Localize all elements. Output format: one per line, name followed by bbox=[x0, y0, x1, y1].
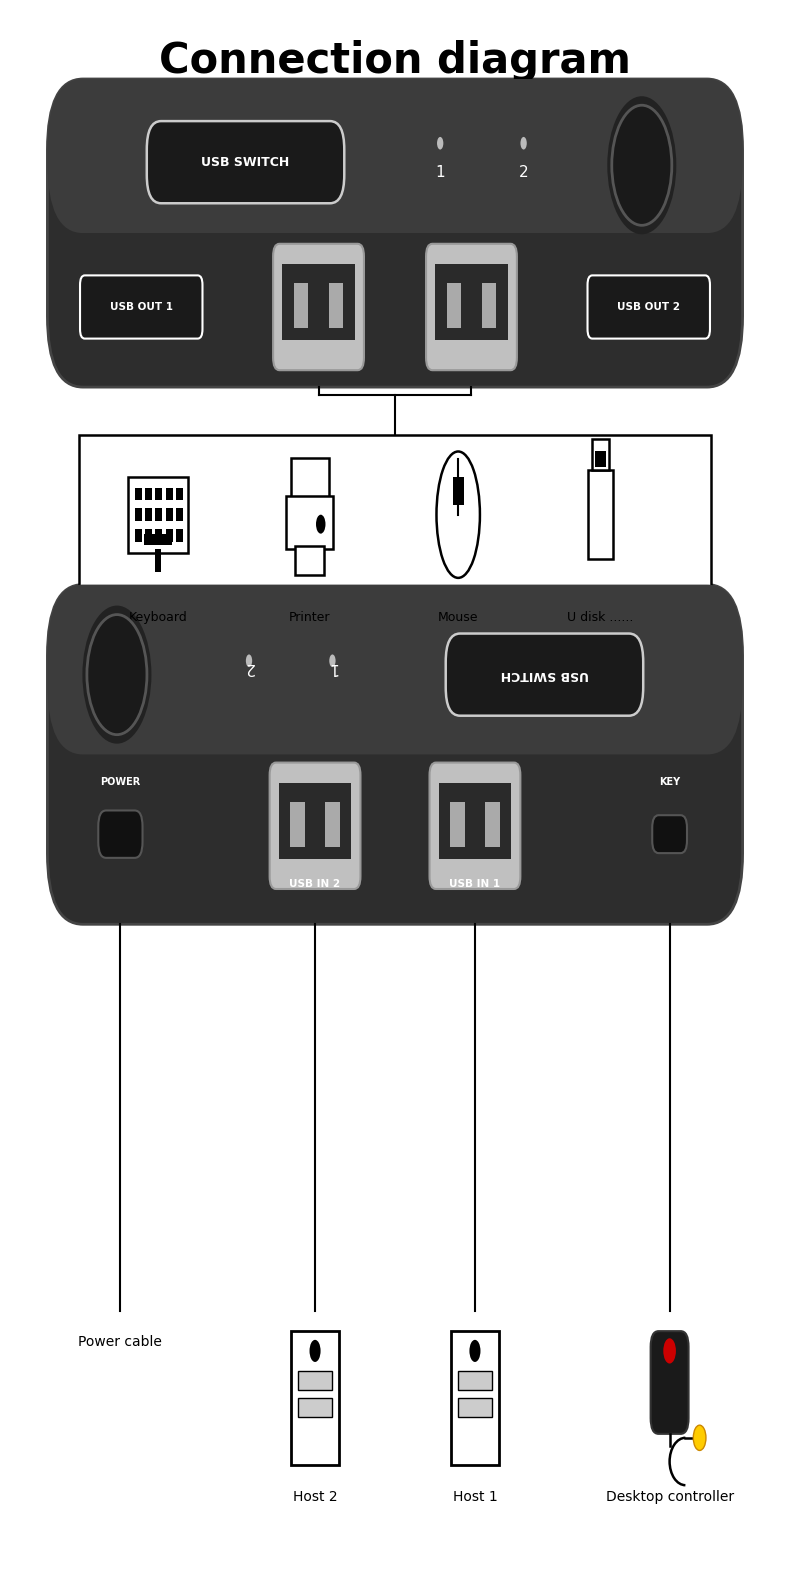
Text: USB IN 1: USB IN 1 bbox=[450, 878, 501, 888]
Circle shape bbox=[87, 615, 147, 735]
Text: USB IN 2: USB IN 2 bbox=[289, 878, 340, 888]
Circle shape bbox=[521, 137, 527, 150]
Bar bbox=[155, 488, 163, 501]
Text: 1: 1 bbox=[328, 660, 337, 675]
Bar bbox=[135, 529, 142, 542]
Circle shape bbox=[608, 96, 676, 234]
Circle shape bbox=[329, 654, 336, 667]
Bar bbox=[595, 452, 606, 468]
FancyBboxPatch shape bbox=[269, 763, 360, 890]
Bar bbox=[175, 529, 183, 542]
Circle shape bbox=[246, 654, 252, 667]
Bar bbox=[166, 509, 173, 521]
Bar bbox=[145, 509, 152, 521]
Bar bbox=[294, 283, 308, 329]
Bar bbox=[453, 477, 464, 506]
Bar bbox=[155, 550, 161, 572]
Text: Mouse: Mouse bbox=[438, 611, 479, 624]
Bar bbox=[175, 488, 183, 501]
Text: KEY: KEY bbox=[659, 777, 680, 787]
Bar bbox=[128, 477, 188, 553]
Bar bbox=[435, 264, 508, 340]
Bar bbox=[450, 801, 465, 847]
Circle shape bbox=[469, 1340, 480, 1362]
Bar bbox=[135, 488, 142, 501]
Text: Power cable: Power cable bbox=[78, 1335, 162, 1349]
Bar bbox=[485, 801, 499, 847]
Bar bbox=[145, 529, 152, 542]
Bar bbox=[329, 283, 343, 329]
Text: Desktop controller: Desktop controller bbox=[606, 1490, 734, 1504]
FancyBboxPatch shape bbox=[651, 1330, 689, 1435]
Bar bbox=[175, 509, 183, 521]
FancyBboxPatch shape bbox=[653, 815, 687, 853]
Bar bbox=[155, 509, 163, 521]
Bar bbox=[298, 1398, 333, 1417]
FancyBboxPatch shape bbox=[80, 275, 202, 338]
Bar bbox=[145, 488, 152, 501]
Text: USB OUT 2: USB OUT 2 bbox=[617, 302, 680, 311]
Text: 2: 2 bbox=[519, 166, 529, 180]
Bar bbox=[166, 529, 173, 542]
Bar bbox=[282, 264, 355, 340]
Bar bbox=[135, 509, 142, 521]
Bar bbox=[144, 534, 172, 545]
Text: Host 2: Host 2 bbox=[293, 1490, 337, 1504]
FancyBboxPatch shape bbox=[98, 811, 142, 858]
FancyBboxPatch shape bbox=[273, 243, 364, 370]
Bar bbox=[279, 782, 352, 858]
Bar bbox=[291, 458, 329, 502]
Bar bbox=[325, 801, 340, 847]
Text: Printer: Printer bbox=[289, 611, 330, 624]
Circle shape bbox=[82, 605, 152, 744]
FancyBboxPatch shape bbox=[47, 79, 743, 234]
Bar bbox=[451, 1330, 498, 1466]
FancyBboxPatch shape bbox=[446, 634, 643, 716]
FancyBboxPatch shape bbox=[47, 79, 743, 387]
Bar bbox=[79, 435, 711, 664]
Bar bbox=[588, 471, 613, 559]
Bar bbox=[286, 496, 333, 550]
Ellipse shape bbox=[436, 452, 480, 578]
Text: POWER: POWER bbox=[100, 777, 141, 787]
Text: USB OUT 1: USB OUT 1 bbox=[110, 302, 173, 311]
Bar bbox=[457, 1371, 492, 1390]
Bar bbox=[166, 488, 173, 501]
Text: USB SWITCH: USB SWITCH bbox=[500, 668, 589, 681]
Circle shape bbox=[664, 1338, 676, 1364]
FancyBboxPatch shape bbox=[47, 585, 743, 755]
Bar bbox=[592, 439, 609, 471]
Circle shape bbox=[310, 1340, 321, 1362]
FancyBboxPatch shape bbox=[147, 122, 344, 204]
Bar bbox=[457, 1398, 492, 1417]
Bar bbox=[447, 283, 461, 329]
Circle shape bbox=[694, 1425, 706, 1450]
Bar bbox=[295, 547, 324, 575]
FancyBboxPatch shape bbox=[430, 763, 521, 890]
Circle shape bbox=[316, 515, 325, 534]
Text: 1: 1 bbox=[435, 166, 445, 180]
Text: Connection diagram: Connection diagram bbox=[159, 40, 631, 82]
Circle shape bbox=[611, 106, 672, 226]
Circle shape bbox=[437, 137, 443, 150]
Bar bbox=[155, 529, 163, 542]
FancyBboxPatch shape bbox=[47, 585, 743, 924]
Bar bbox=[291, 801, 305, 847]
Text: 2: 2 bbox=[244, 660, 254, 675]
Text: U disk ......: U disk ...... bbox=[567, 611, 634, 624]
Bar bbox=[482, 283, 496, 329]
Bar bbox=[298, 1371, 333, 1390]
Bar bbox=[438, 782, 511, 858]
Text: Keyboard: Keyboard bbox=[129, 611, 187, 624]
Bar bbox=[292, 1330, 339, 1466]
Text: USB SWITCH: USB SWITCH bbox=[201, 156, 290, 169]
FancyBboxPatch shape bbox=[426, 243, 517, 370]
FancyBboxPatch shape bbox=[588, 275, 710, 338]
Text: Host 1: Host 1 bbox=[453, 1490, 498, 1504]
